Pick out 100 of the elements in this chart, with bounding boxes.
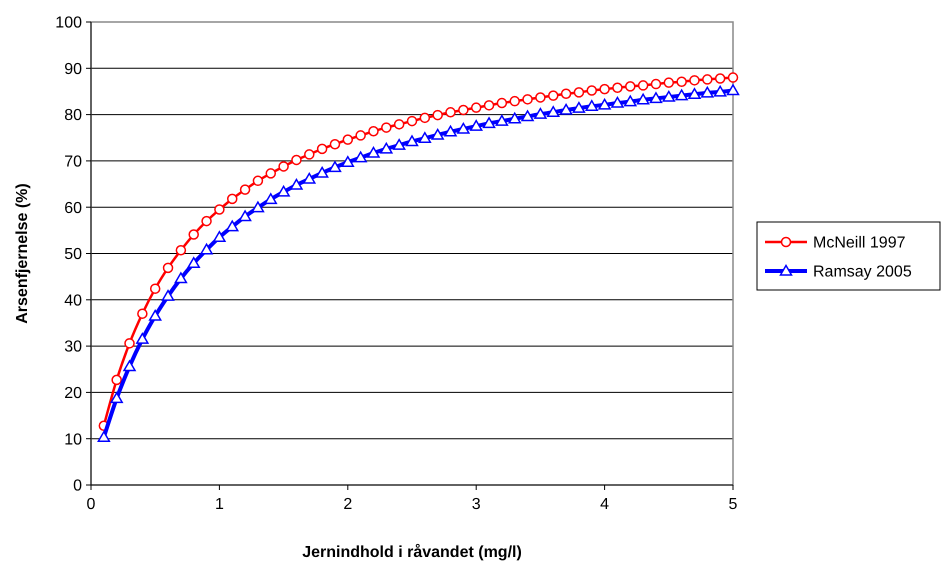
point [303,172,316,184]
point [200,244,213,255]
point [330,138,340,150]
y-tick-label: 20 [64,385,82,402]
point [264,193,278,204]
point [650,92,662,104]
point [240,184,250,195]
point [612,82,623,93]
y-tick-label: 80 [64,107,82,124]
point [150,283,160,294]
point [278,161,289,172]
point [689,75,700,86]
point [611,96,624,108]
point [560,104,572,115]
point [662,90,676,102]
y-tick-label: 50 [64,246,82,264]
point [238,210,252,222]
point [367,146,380,158]
x-axis-title: Jernindhold i råvandet (mg/l) [302,543,522,561]
point [572,102,586,113]
y-tick-label: 0 [73,478,82,495]
point [304,149,315,160]
point [368,126,379,137]
point [123,360,136,372]
point [470,102,482,113]
x-tick-label: 4 [600,496,610,513]
point [650,78,662,90]
point [176,245,186,256]
point [470,120,482,131]
point [342,156,354,168]
legend-label: McNeill 1997 [813,234,906,252]
point [599,84,610,94]
point [444,125,457,136]
point [187,256,200,268]
point [226,220,238,232]
point [111,374,122,386]
point [625,81,636,92]
point [546,106,560,118]
point [701,86,714,98]
point [535,92,546,103]
point [355,130,366,141]
x-tick-label: 1 [214,496,224,513]
point [213,231,226,242]
point [728,72,738,83]
point [277,186,290,197]
point [574,87,584,98]
point [726,84,740,96]
point [291,154,302,166]
point [252,176,264,186]
y-tick-label: 30 [64,338,82,356]
point [406,116,418,126]
point [482,117,496,128]
point [598,98,611,110]
point [457,122,470,134]
x-tick-label: 2 [343,496,352,513]
point [675,89,688,100]
point [521,110,534,122]
point [638,80,648,91]
point [624,95,637,106]
point [380,142,393,154]
legend-label: Ramsay 2005 [813,264,912,281]
x-tick-label: 3 [472,496,481,513]
x-tick-label: 0 [86,496,96,513]
point [458,104,469,116]
point [392,138,406,150]
point [534,108,547,119]
point [714,73,726,84]
point [162,262,174,274]
point [110,392,123,404]
y-tick-label: 10 [64,431,82,448]
point [688,88,701,99]
y-axis-title: Arsenfjernelse (%) [14,183,31,324]
y-tick-label: 40 [64,292,82,310]
point [328,161,342,172]
point [496,98,508,108]
point [266,168,276,179]
point [316,166,328,178]
point [136,332,149,344]
point [431,128,444,140]
point [560,88,572,100]
x-tick-label: 5 [728,496,738,513]
point [406,135,418,146]
point [420,112,430,124]
point [548,90,558,101]
point [509,96,520,106]
point [418,132,432,143]
point [214,204,225,215]
point [148,310,162,321]
point [664,77,674,88]
point [201,216,212,226]
point [636,94,650,105]
point [124,338,135,349]
y-tick-label: 60 [64,200,82,217]
point [586,100,598,112]
point [174,272,188,284]
point [342,134,354,145]
point [676,76,687,87]
point [484,100,494,111]
y-tick-label: 100 [55,14,82,32]
point [586,85,598,96]
